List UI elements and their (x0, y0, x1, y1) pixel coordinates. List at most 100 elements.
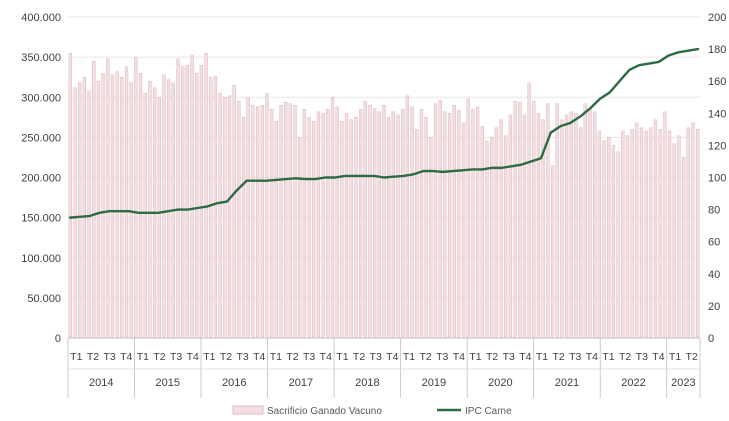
x-tick-label: T1 (536, 351, 548, 363)
bar (419, 109, 424, 339)
bar (237, 101, 241, 339)
bar (588, 109, 592, 339)
bar (658, 129, 662, 339)
bar (391, 111, 396, 339)
x-tick-label: T2 (353, 351, 365, 363)
bar (344, 113, 349, 339)
x-tick-label: T4 (320, 351, 332, 363)
bar (377, 111, 381, 339)
bar (101, 72, 105, 339)
bar (485, 141, 489, 339)
bar (457, 109, 461, 339)
x-year-label: 2022 (621, 377, 645, 389)
bar (181, 66, 185, 339)
x-tick-label: T3 (636, 351, 648, 363)
bar (405, 95, 410, 339)
bar (635, 122, 639, 339)
bar (124, 66, 129, 339)
bar (527, 82, 531, 339)
bar (602, 140, 606, 339)
bar (663, 111, 667, 339)
bar (274, 121, 278, 339)
x-tick-label: T3 (303, 351, 315, 363)
bar (447, 113, 452, 339)
bar (358, 109, 363, 339)
x-year-label: 2023 (671, 377, 695, 389)
y-right-tick-label: 20 (708, 301, 720, 313)
bar (696, 129, 700, 339)
bar (681, 157, 686, 339)
bar (438, 100, 442, 339)
y-left-tick-label: 300.000 (21, 92, 61, 104)
x-tick-label: T1 (203, 351, 215, 363)
bar (415, 129, 419, 339)
y-left-tick-label: 350.000 (21, 52, 61, 64)
bar (176, 58, 180, 339)
bar (433, 103, 438, 339)
bar (578, 127, 583, 339)
y-right-tick-label: 80 (708, 205, 720, 217)
x-tick-label: T4 (386, 351, 398, 363)
bar (190, 55, 194, 339)
bar (569, 111, 573, 339)
bar (335, 106, 339, 339)
bar (555, 103, 559, 339)
bar (213, 76, 218, 339)
bar (199, 64, 204, 339)
bar (293, 105, 297, 339)
bar (330, 97, 335, 339)
line-ipc-carne (68, 47, 700, 219)
x-tick-label: T4 (187, 351, 199, 363)
bar (387, 117, 391, 339)
x-tick-label: T3 (436, 351, 448, 363)
bar (564, 114, 569, 339)
bar (269, 109, 274, 339)
bar (143, 93, 147, 339)
x-tick-label: T4 (652, 351, 664, 363)
bar (251, 105, 255, 339)
bar (326, 109, 330, 339)
x-tick-label: T1 (70, 351, 82, 363)
x-tick-label: T2 (686, 351, 698, 363)
bar (246, 97, 250, 339)
x-tick-label: T3 (236, 351, 248, 363)
bar (677, 135, 681, 339)
legend: Sacrificio Ganado Vacuno IPC Carne (232, 405, 512, 417)
x-tick-label: T2 (220, 351, 232, 363)
bar (260, 105, 264, 339)
x-tick-label: T1 (336, 351, 348, 363)
bar (185, 64, 190, 339)
bar (560, 119, 564, 339)
bar (653, 119, 658, 339)
x-year-label: 2017 (289, 377, 313, 389)
x-tick-label: T1 (403, 351, 415, 363)
bar (574, 113, 578, 339)
bar (583, 103, 587, 339)
x-tick-label: T3 (103, 351, 115, 363)
y-right-tick-label: 120 (708, 140, 726, 152)
bar (686, 127, 690, 339)
bar (138, 72, 143, 339)
legend-label-line: IPC Carne (465, 406, 512, 417)
y-right-tick-label: 140 (708, 108, 726, 120)
y-left-tick-label: 0 (55, 333, 61, 345)
bar (78, 82, 82, 339)
bar (312, 121, 316, 339)
bar (110, 74, 115, 339)
y-right-tick-label: 0 (708, 333, 714, 345)
bar-series (68, 52, 700, 339)
x-tick-label: T1 (602, 351, 614, 363)
bar (302, 109, 307, 339)
y-left-tick-label: 100.000 (21, 253, 61, 265)
x-tick-label: T1 (669, 351, 681, 363)
bar (115, 71, 119, 339)
bar (162, 74, 166, 339)
x-year-label: 2019 (422, 377, 446, 389)
bar (167, 79, 171, 339)
x-year-label: 2016 (222, 377, 246, 389)
x-tick-label: T2 (419, 351, 431, 363)
bar (255, 106, 260, 339)
bar (499, 119, 503, 339)
bar (307, 117, 311, 339)
